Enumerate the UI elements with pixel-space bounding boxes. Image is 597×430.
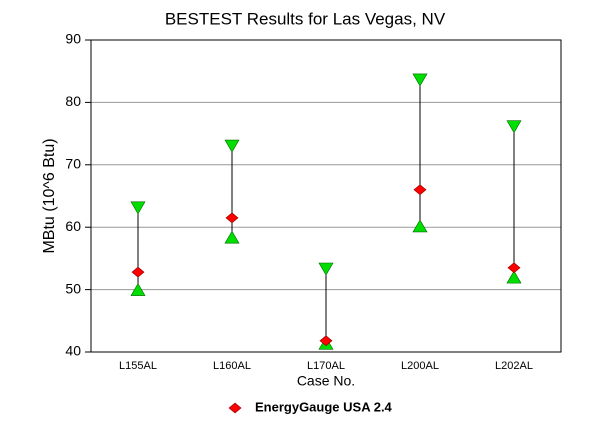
x-tick-label: L170AL xyxy=(307,360,345,372)
value-marker xyxy=(225,212,239,224)
value-marker xyxy=(319,335,333,347)
y-tick-label: 60 xyxy=(65,218,81,234)
legend-marker xyxy=(228,402,242,414)
chart-title: BESTEST Results for Las Vegas, NV xyxy=(165,9,446,28)
min-marker xyxy=(130,283,146,296)
min-marker xyxy=(506,270,522,284)
min-marker xyxy=(412,219,428,233)
y-tick-label: 50 xyxy=(65,280,81,296)
x-axis-label: Case No. xyxy=(297,373,355,389)
value-marker xyxy=(413,184,427,196)
y-tick-label: 80 xyxy=(65,93,81,109)
value-marker xyxy=(131,266,145,278)
x-tick-label: L202AL xyxy=(495,360,533,372)
max-marker xyxy=(412,73,428,87)
value-marker xyxy=(507,262,521,274)
max-marker xyxy=(318,262,334,276)
max-marker xyxy=(506,120,522,134)
min-marker xyxy=(224,230,240,244)
y-tick-label: 40 xyxy=(65,343,81,359)
x-tick-label: L155AL xyxy=(119,360,157,372)
plot-frame xyxy=(90,39,562,353)
max-marker xyxy=(224,139,240,153)
y-axis-label: MBtu (10^6 Btu) xyxy=(41,138,58,253)
y-tick-label: 70 xyxy=(65,156,81,172)
max-marker xyxy=(130,201,146,215)
legend-label: EnergyGauge USA 2.4 xyxy=(255,399,393,414)
x-tick-label: L200AL xyxy=(401,360,439,372)
x-tick-label: L160AL xyxy=(213,360,251,372)
y-tick-label: 90 xyxy=(65,31,81,47)
